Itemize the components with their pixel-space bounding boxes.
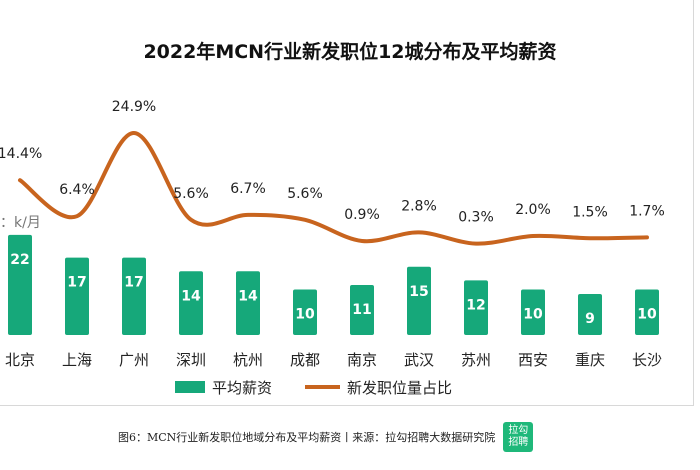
category-label: 苏州 (461, 351, 491, 369)
category-label: 南京 (347, 351, 377, 369)
bar (407, 266, 431, 335)
bar (350, 284, 374, 335)
legend-bar-swatch (175, 381, 205, 393)
category-label: 武汉 (404, 351, 434, 369)
bar-label: 11 (352, 302, 371, 318)
line-label: 6.7% (230, 181, 266, 197)
bar (179, 271, 203, 335)
bar-label: 14 (238, 288, 258, 304)
legend-line-label: 新发职位量占比 (347, 379, 452, 397)
bar-label: 15 (409, 284, 428, 300)
footer: 图6：MCN行业新发职位地域分布及平均薪资丨来源：拉勾招聘大数据研究院 拉勾 招聘 (118, 422, 534, 452)
category-label: 长沙 (632, 351, 662, 369)
bar-label: 12 (466, 297, 485, 313)
bar (122, 257, 146, 335)
bar (464, 280, 488, 335)
category-label: 北京 (5, 351, 35, 369)
line-label: 2.0% (515, 202, 551, 218)
unit-label: 位：k/月 (0, 215, 41, 231)
category-label: 深圳 (176, 351, 206, 369)
bar-label: 14 (181, 288, 201, 304)
line-label: 5.6% (287, 186, 323, 202)
bar (236, 271, 260, 335)
line-label: 0.9% (344, 207, 380, 223)
bar-label: 10 (523, 307, 543, 323)
line-label: 0.3% (458, 210, 494, 226)
line-series (18, 130, 649, 246)
category-label: 重庆 (575, 351, 605, 369)
chart-title: 2022年MCN行业新发职位12城分布及平均薪资 (143, 40, 556, 63)
category-label: 广州 (119, 351, 149, 369)
bar (8, 234, 32, 335)
lagou-logo: 拉勾 招聘 (503, 422, 534, 452)
category-label: 成都 (290, 351, 320, 369)
bar-label: 10 (295, 307, 315, 323)
bar-label: 9 (585, 311, 595, 327)
line-label: 1.5% (572, 204, 608, 220)
line-label: 5.6% (173, 186, 209, 202)
bar (578, 294, 602, 335)
category-label: 西安 (518, 351, 548, 369)
bar (521, 289, 545, 335)
bar (293, 289, 317, 335)
line-label: 6.4% (59, 182, 95, 198)
bar-label: 17 (67, 275, 86, 291)
line-label: 14.4% (0, 146, 42, 162)
category-label: 杭州 (233, 351, 263, 369)
legend-bar-label: 平均薪资 (212, 379, 272, 397)
bar-label: 22 (10, 252, 29, 268)
bar-label: 10 (637, 307, 657, 323)
chart-frame (0, 0, 694, 406)
line-label: 2.8% (401, 198, 437, 214)
bar-label: 17 (124, 275, 143, 291)
bar (635, 289, 659, 335)
bar (65, 257, 89, 335)
category-label: 上海 (62, 351, 92, 369)
line-label: 1.7% (629, 203, 665, 219)
caption: 图6：MCN行业新发职位地域分布及平均薪资丨来源：拉勾招聘大数据研究院 (118, 431, 496, 444)
line-label: 24.9% (112, 99, 156, 115)
